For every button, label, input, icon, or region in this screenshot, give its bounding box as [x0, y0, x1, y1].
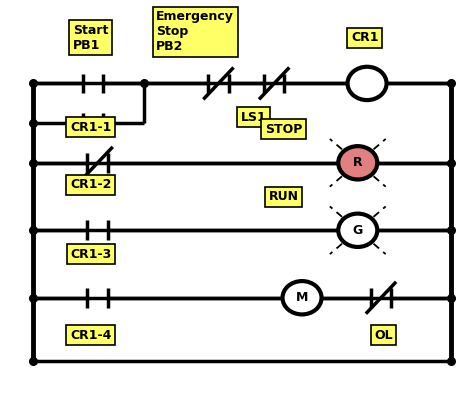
Circle shape	[338, 213, 377, 247]
Text: Emergency
Stop
PB2: Emergency Stop PB2	[156, 11, 234, 53]
Text: LS1: LS1	[240, 111, 266, 124]
Text: CR1: CR1	[351, 31, 379, 44]
Circle shape	[338, 146, 377, 179]
Text: M: M	[296, 291, 308, 304]
Text: STOP: STOP	[265, 123, 302, 136]
Text: CR1-2: CR1-2	[70, 178, 111, 191]
Text: RUN: RUN	[268, 190, 299, 203]
Text: R: R	[353, 156, 363, 169]
Text: CR1-3: CR1-3	[70, 247, 111, 260]
Text: CR1-1: CR1-1	[70, 121, 111, 134]
Text: Start
PB1: Start PB1	[73, 24, 109, 52]
Text: OL: OL	[374, 329, 392, 342]
Circle shape	[347, 67, 387, 100]
Text: CR1-4: CR1-4	[70, 329, 111, 342]
Circle shape	[283, 281, 321, 314]
Text: G: G	[353, 224, 363, 237]
